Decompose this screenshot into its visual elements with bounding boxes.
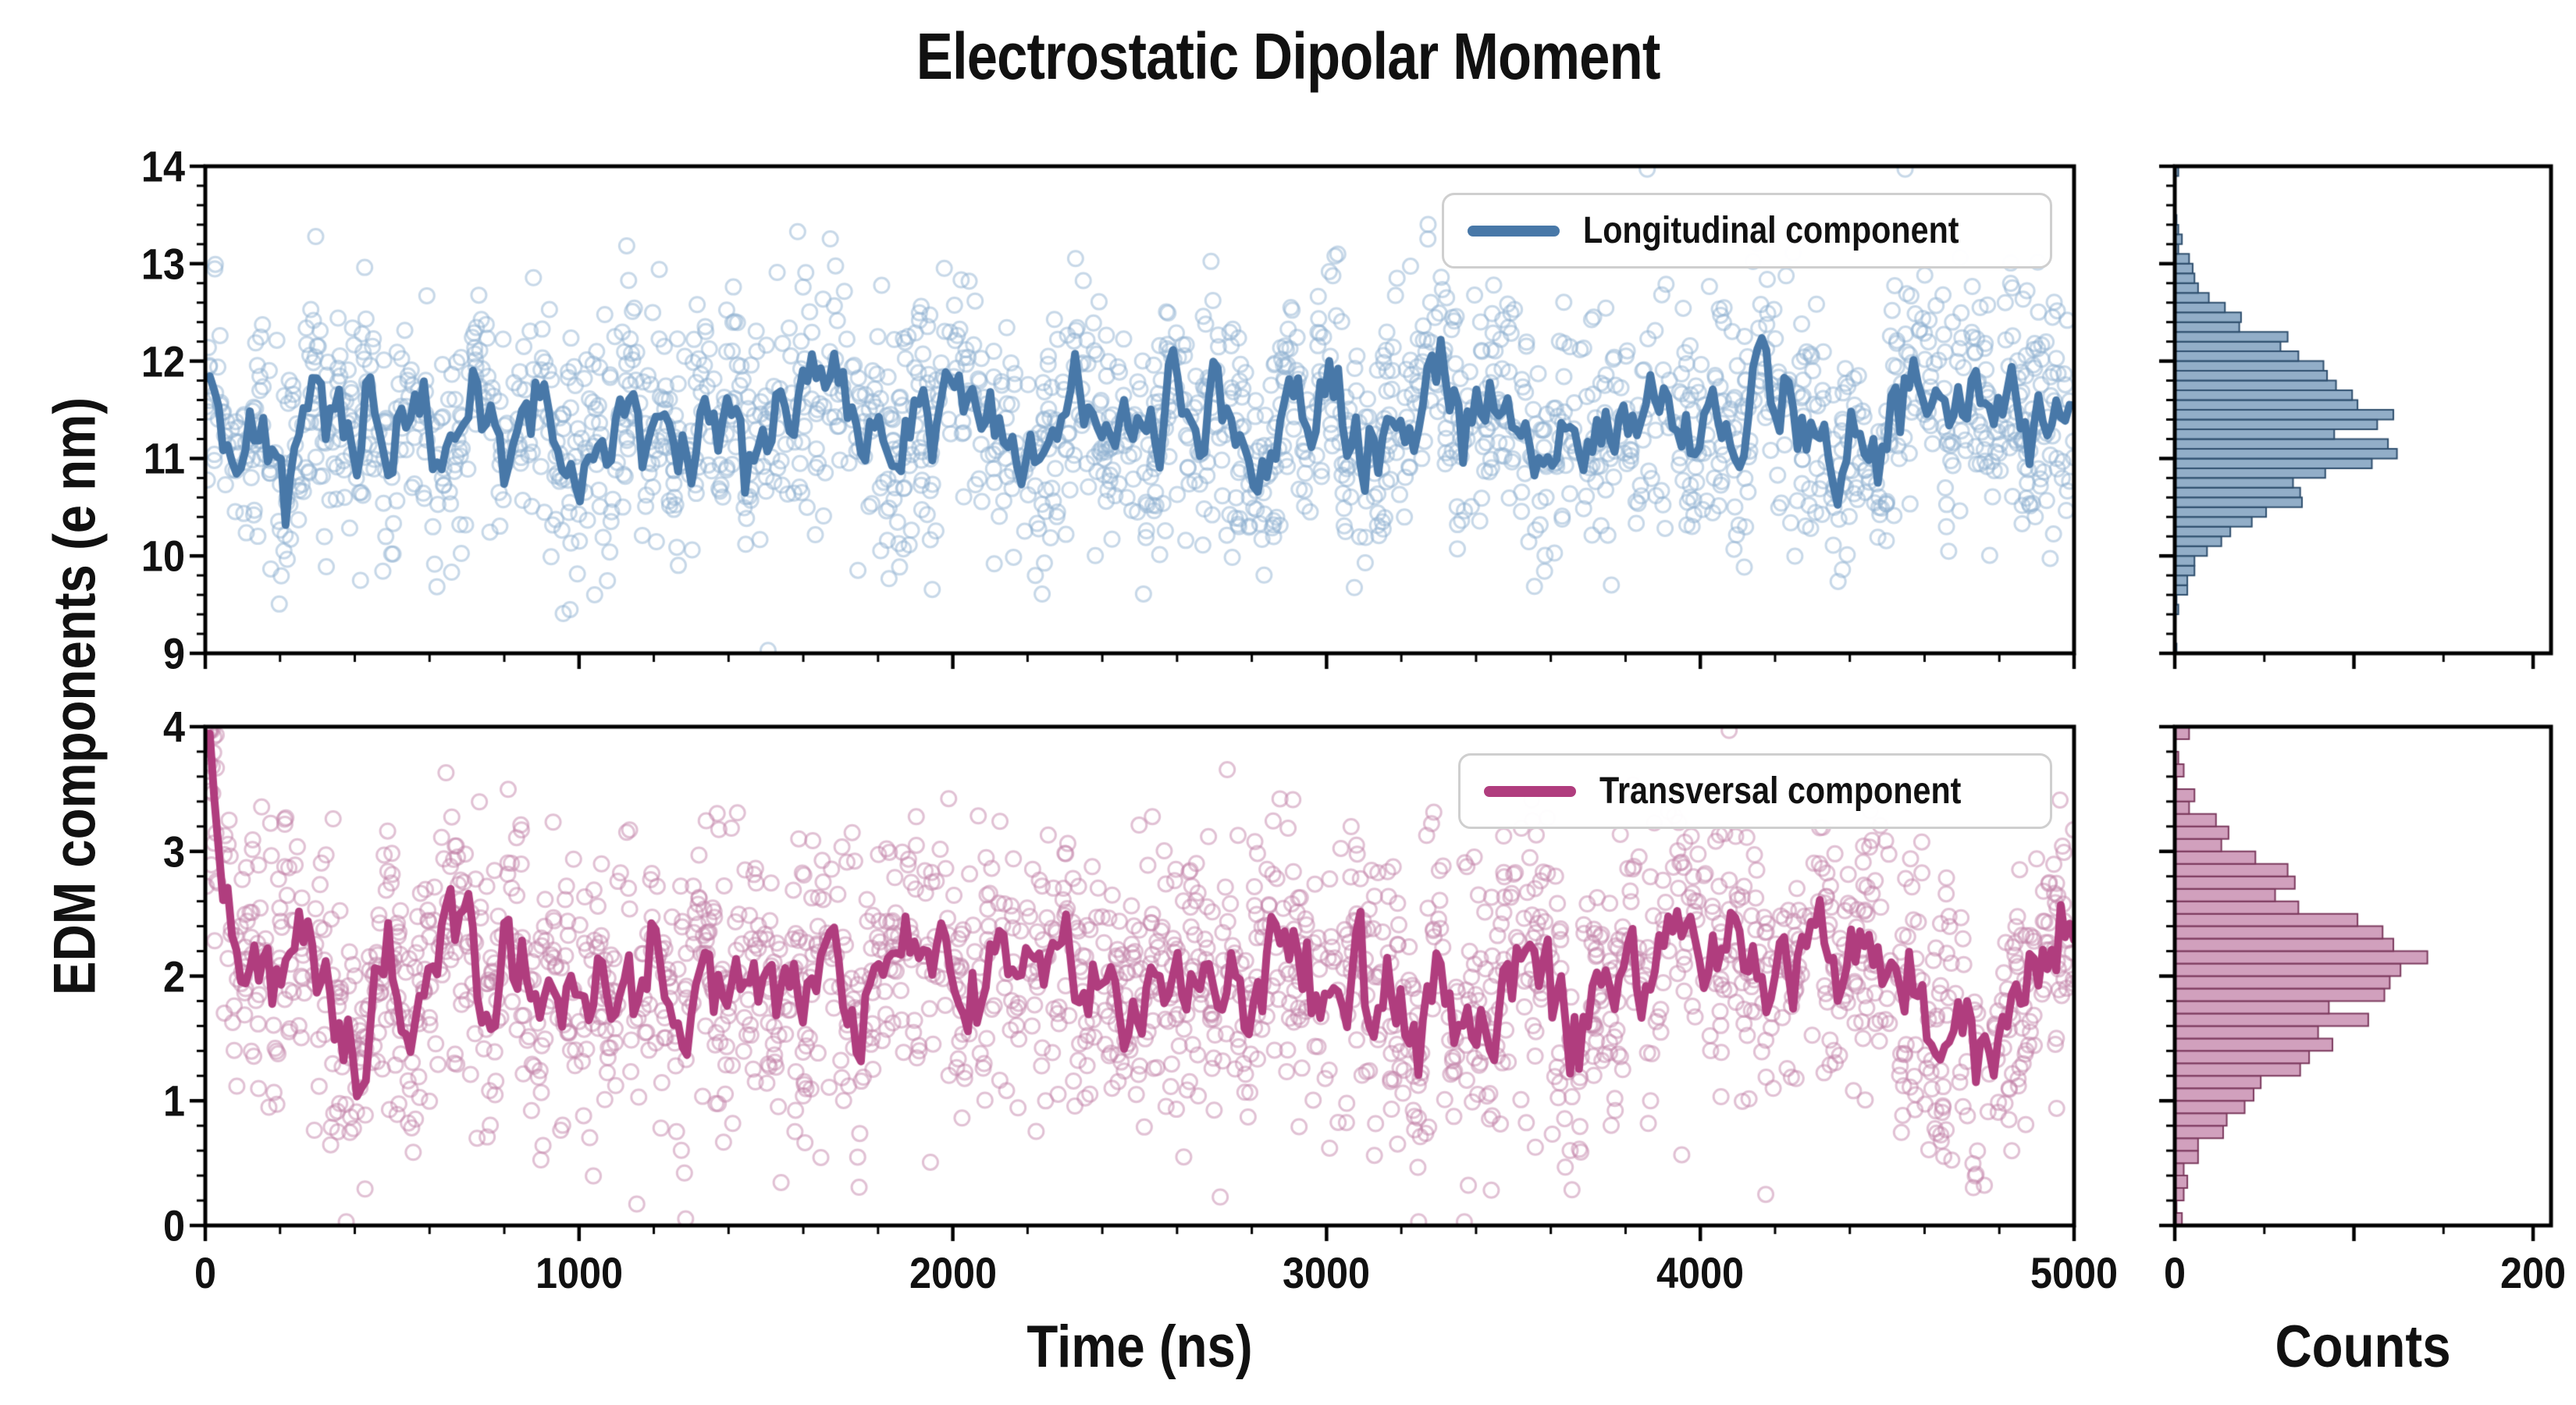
x-axis-label-text: Time (ns) xyxy=(1026,1314,1253,1380)
tick-label: 200 xyxy=(2500,1248,2567,1297)
longitudinal-histogram-canvas xyxy=(2151,143,2574,677)
tick-label: 0 xyxy=(162,1200,185,1250)
transversal-histogram-canvas xyxy=(2151,703,2574,1249)
tick-label: 0 xyxy=(194,1248,217,1297)
counts-axis-label-text: Counts xyxy=(2275,1314,2451,1380)
legend-longitudinal: Longitudinal component xyxy=(1442,193,2052,269)
legend-label-longitudinal: Longitudinal component xyxy=(1583,210,1959,251)
tick-label: 10 xyxy=(141,531,185,581)
tick-label: 5000 xyxy=(2030,1248,2119,1297)
tick-label: 14 xyxy=(141,141,185,191)
legend-label-transversal: Transversal component xyxy=(1599,770,1962,812)
counts-axis-label: Counts xyxy=(2275,1313,2450,1381)
tick-label: 0 xyxy=(2163,1248,2186,1297)
tick-label: 3 xyxy=(162,827,185,877)
legend-line-transversal-icon xyxy=(1484,785,1577,797)
x-axis-label: Time (ns) xyxy=(1026,1313,1252,1381)
tick-label: 1 xyxy=(162,1076,185,1126)
tick-label: 2 xyxy=(162,951,185,1001)
legend-transversal: Transversal component xyxy=(1458,753,2052,829)
tick-label: 13 xyxy=(141,239,185,289)
tick-label: 3000 xyxy=(1283,1248,1371,1297)
legend-line-longitudinal-icon xyxy=(1468,225,1560,237)
tick-label: 12 xyxy=(141,336,185,386)
tick-label: 11 xyxy=(143,433,185,483)
y-axis-label: EDM components (e nm) xyxy=(41,397,109,995)
y-axis-label-text: EDM components (e nm) xyxy=(41,397,109,996)
tick-label: 2000 xyxy=(909,1248,997,1297)
chart-title: Electrostatic Dipolar Moment xyxy=(0,19,2576,94)
tick-label: 1000 xyxy=(535,1248,623,1297)
chart-title-text: Electrostatic Dipolar Moment xyxy=(916,20,1661,93)
tick-label: 9 xyxy=(162,628,185,678)
tick-label: 4 xyxy=(162,702,185,752)
tick-label: 4000 xyxy=(1656,1248,1745,1297)
